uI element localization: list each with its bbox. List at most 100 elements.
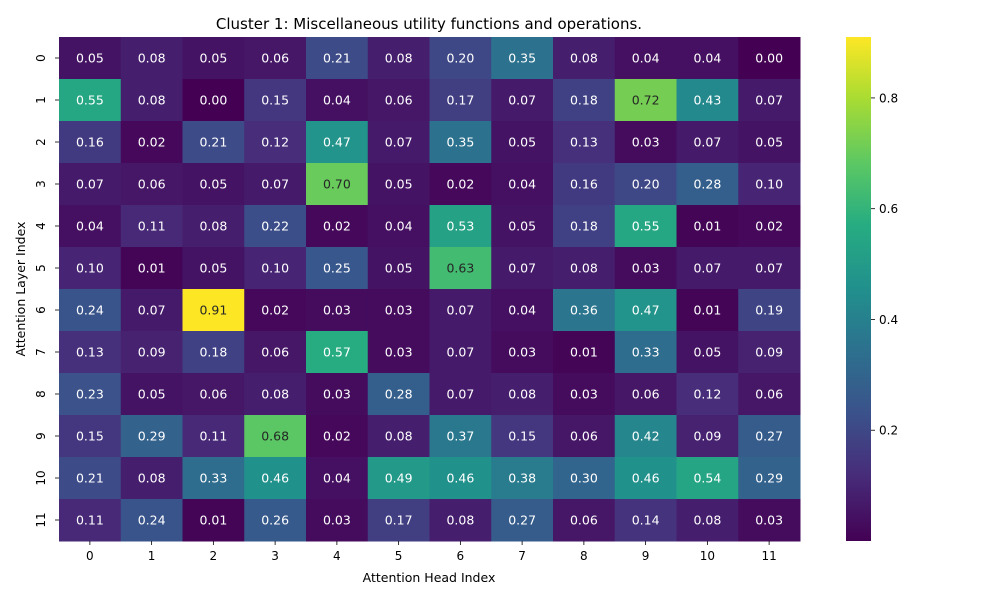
cell-value-label: 0.68 <box>261 429 289 444</box>
cell-value-label: 0.35 <box>508 51 536 66</box>
heatmap-cell <box>738 121 801 164</box>
heatmap-cell <box>59 499 122 542</box>
heatmap-cell <box>676 163 739 206</box>
cell-value-label: 0.07 <box>446 303 474 318</box>
cell-value-label: 0.06 <box>632 387 660 402</box>
heatmap-cell <box>120 499 183 542</box>
heatmap-cell <box>738 373 801 416</box>
cell-value-label: 0.04 <box>385 219 413 234</box>
heatmap-cell <box>553 247 616 290</box>
x-tick-label: 3 <box>271 549 279 563</box>
heatmap-cell <box>367 373 430 416</box>
heatmap-cell <box>553 499 616 542</box>
cell-value-label: 0.02 <box>446 177 474 192</box>
heatmap-cell <box>614 121 677 164</box>
heatmap-cell <box>738 457 801 500</box>
heatmap-cell <box>120 79 183 122</box>
heatmap-cell <box>676 415 739 458</box>
heatmap-cell <box>367 331 430 374</box>
cell-value-label: 0.01 <box>693 219 721 234</box>
heatmap-cell <box>367 247 430 290</box>
heatmap-cell <box>120 457 183 500</box>
cell-value-label: 0.03 <box>323 513 351 528</box>
colorbar-tick-label: 0.4 <box>879 313 898 327</box>
cell-value-label: 0.57 <box>323 345 351 360</box>
cell-value-label: 0.08 <box>570 51 598 66</box>
cell-value-label: 0.21 <box>76 471 104 486</box>
heatmap-cell <box>429 499 492 542</box>
y-tick-label: 4 <box>34 222 48 230</box>
cell-value-label: 0.47 <box>323 135 351 150</box>
heatmap-cell <box>676 79 739 122</box>
cell-value-label: 0.38 <box>508 471 536 486</box>
heatmap-cell <box>120 289 183 332</box>
heatmap-cell <box>59 205 122 248</box>
heatmap-cell <box>491 79 554 122</box>
cell-value-label: 0.37 <box>446 429 474 444</box>
heatmap-cell <box>306 163 369 206</box>
cell-value-label: 0.03 <box>323 303 351 318</box>
x-tick-label: 2 <box>210 549 218 563</box>
cell-value-label: 0.07 <box>508 261 536 276</box>
cell-value-label: 0.18 <box>570 93 598 108</box>
heatmap-cell <box>306 457 369 500</box>
x-tick-label: 9 <box>642 549 650 563</box>
heatmap-cell <box>244 163 307 206</box>
cell-value-label: 0.18 <box>199 345 227 360</box>
chart-title: Cluster 1: Miscellaneous utility functio… <box>216 15 642 33</box>
cell-value-label: 0.12 <box>261 135 289 150</box>
cell-value-label: 0.23 <box>76 387 104 402</box>
cell-value-label: 0.05 <box>199 261 227 276</box>
heatmap-cell <box>429 415 492 458</box>
heatmap-cell <box>614 457 677 500</box>
cell-value-label: 0.43 <box>693 93 721 108</box>
heatmap-cell <box>367 415 430 458</box>
cell-value-label: 0.01 <box>199 513 227 528</box>
colorbar-tick-label: 0.6 <box>879 202 898 216</box>
cell-value-label: 0.05 <box>508 135 536 150</box>
y-tick-label: 3 <box>34 180 48 188</box>
cell-value-label: 0.03 <box>755 513 783 528</box>
cell-value-label: 0.02 <box>138 135 166 150</box>
heatmap-cell <box>491 121 554 164</box>
heatmap-cell <box>676 121 739 164</box>
y-tick-label: 2 <box>34 138 48 146</box>
cell-value-label: 0.54 <box>693 471 721 486</box>
cell-value-label: 0.07 <box>755 261 783 276</box>
heatmap-cell <box>676 247 739 290</box>
heatmap-cell <box>244 37 307 80</box>
heatmap-cell <box>738 247 801 290</box>
heatmap-cell <box>306 37 369 80</box>
heatmap-cell <box>367 457 430 500</box>
cell-value-label: 0.46 <box>632 471 660 486</box>
cell-value-label: 0.28 <box>385 387 413 402</box>
heatmap-cell <box>306 79 369 122</box>
heatmap-cell <box>553 79 616 122</box>
y-tick-label: 7 <box>34 348 48 356</box>
heatmap-cell <box>738 331 801 374</box>
heatmap-cell <box>306 373 369 416</box>
heatmap-cell <box>367 121 430 164</box>
heatmap-cell <box>59 163 122 206</box>
heatmap-cell <box>553 121 616 164</box>
heatmap-cell <box>244 415 307 458</box>
heatmap-cell <box>614 247 677 290</box>
cell-value-label: 0.07 <box>446 345 474 360</box>
cell-value-label: 0.01 <box>693 303 721 318</box>
cell-value-label: 0.16 <box>76 135 104 150</box>
cell-value-label: 0.10 <box>261 261 289 276</box>
heatmap-cell <box>429 289 492 332</box>
cell-value-label: 0.05 <box>755 135 783 150</box>
heatmap-cell <box>553 205 616 248</box>
y-tick-label: 11 <box>34 512 48 527</box>
heatmap-cell <box>182 289 245 332</box>
heatmap-cell <box>182 499 245 542</box>
cell-value-label: 0.17 <box>446 93 474 108</box>
cell-value-label: 0.06 <box>138 177 166 192</box>
cell-value-label: 0.04 <box>323 93 351 108</box>
cell-value-label: 0.03 <box>570 387 598 402</box>
heatmap-cell <box>676 373 739 416</box>
cell-value-label: 0.29 <box>755 471 783 486</box>
heatmap-cell <box>59 79 122 122</box>
heatmap-cell <box>429 457 492 500</box>
